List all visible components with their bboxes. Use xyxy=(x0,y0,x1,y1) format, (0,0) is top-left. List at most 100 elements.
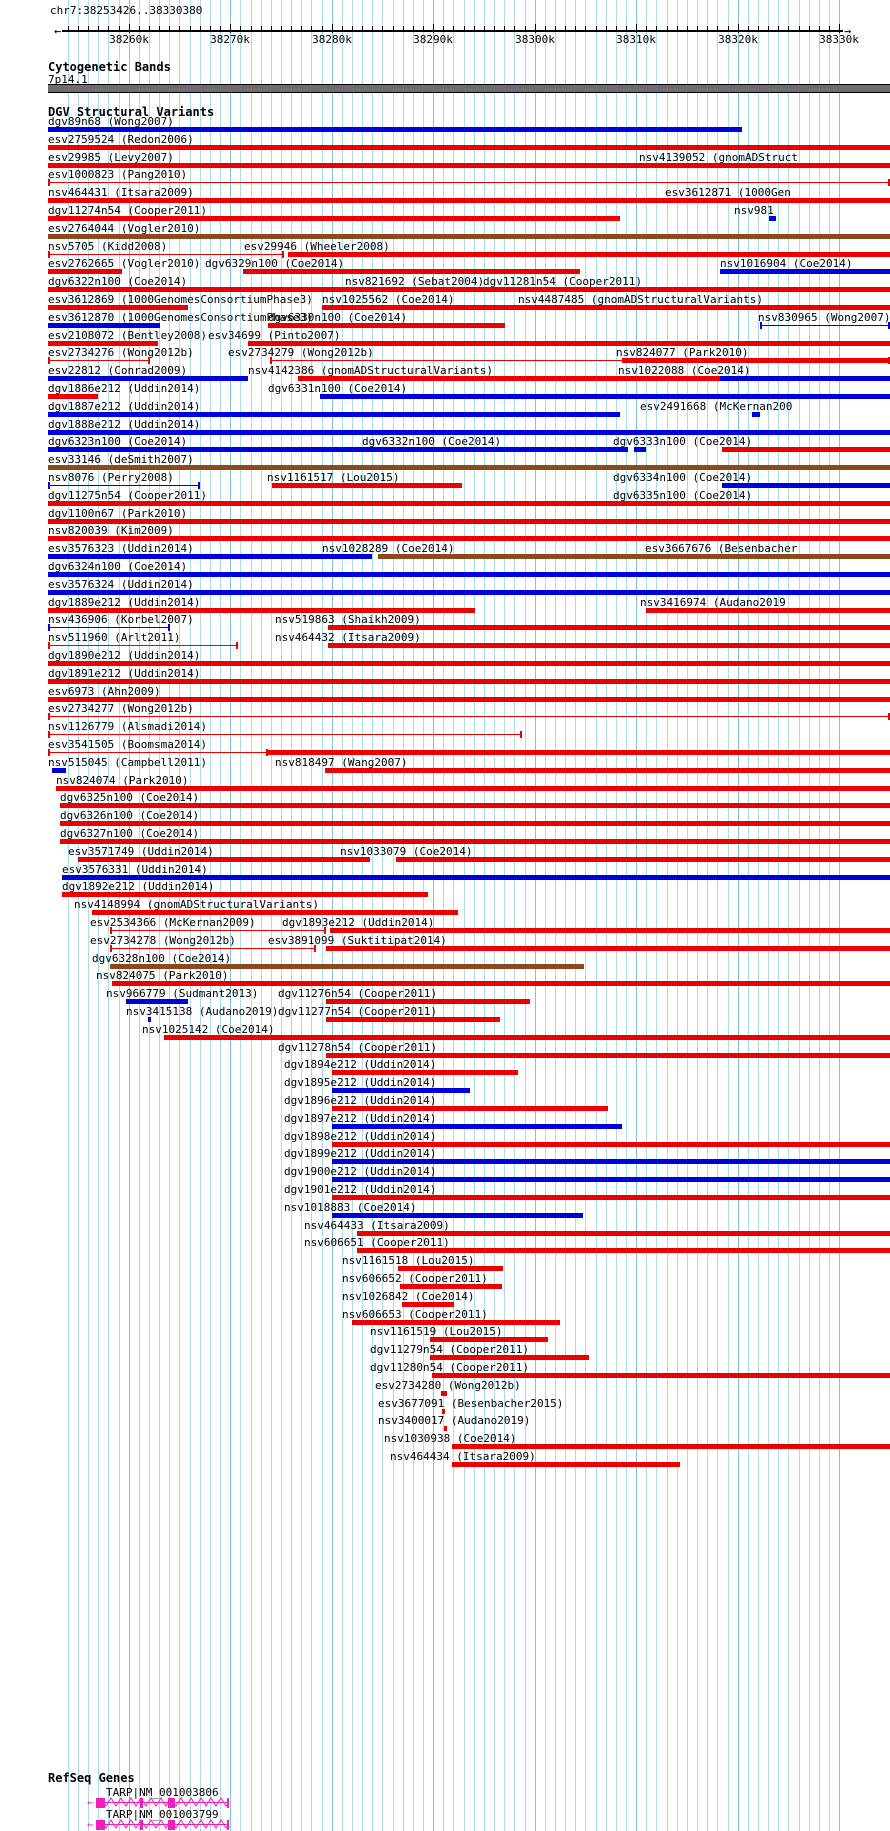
variant-bar[interactable] xyxy=(326,999,530,1004)
variant-bar[interactable] xyxy=(60,821,890,826)
variant-bar[interactable] xyxy=(268,323,505,328)
variant-bar[interactable] xyxy=(60,839,890,844)
variant-bar[interactable] xyxy=(326,1017,500,1022)
variant-bar[interactable] xyxy=(48,554,372,559)
variant-bar[interactable] xyxy=(272,483,462,488)
gene-exon[interactable] xyxy=(140,1820,143,1830)
variant-bar[interactable] xyxy=(48,679,890,684)
variant-bar[interactable] xyxy=(320,394,890,399)
variant-line[interactable] xyxy=(48,734,522,735)
variant-bar[interactable] xyxy=(112,981,890,986)
variant-bar[interactable] xyxy=(48,269,122,274)
variant-bar[interactable] xyxy=(48,323,160,328)
variant-bar[interactable] xyxy=(357,1248,890,1253)
variant-bar[interactable] xyxy=(48,447,628,452)
variant-bar[interactable] xyxy=(126,999,188,1004)
variant-bar[interactable] xyxy=(402,1302,454,1307)
variant-bar[interactable] xyxy=(62,892,428,897)
variant-bar[interactable] xyxy=(332,1124,622,1129)
variant-bar[interactable] xyxy=(332,1088,470,1093)
gene-exon[interactable] xyxy=(96,1820,105,1830)
variant-bar[interactable] xyxy=(769,216,776,221)
variant-bar[interactable] xyxy=(164,1035,890,1040)
variant-line[interactable] xyxy=(48,752,268,753)
variant-bar[interactable] xyxy=(720,269,890,274)
variant-bar[interactable] xyxy=(48,341,158,346)
variant-bar[interactable] xyxy=(48,519,890,524)
variant-bar[interactable] xyxy=(48,145,890,150)
variant-line[interactable] xyxy=(110,948,316,949)
gene-exon[interactable] xyxy=(96,1798,105,1808)
variant-bar[interactable] xyxy=(325,768,890,773)
variant-line[interactable] xyxy=(48,254,284,255)
variant-bar[interactable] xyxy=(398,1266,503,1271)
variant-bar[interactable] xyxy=(78,857,370,862)
variant-bar[interactable] xyxy=(444,1426,447,1431)
ruler-left-arrow[interactable]: ← xyxy=(54,24,62,38)
variant-line[interactable] xyxy=(48,627,170,628)
variant-bar[interactable] xyxy=(452,1462,680,1467)
variant-bar[interactable] xyxy=(48,305,188,310)
variant-bar[interactable] xyxy=(48,287,890,292)
genome-ruler[interactable]: chr7:38253426..38330380 ← → 38260k 38270k… xyxy=(0,0,890,48)
variant-bar[interactable] xyxy=(357,1231,890,1236)
variant-bar[interactable] xyxy=(48,697,890,702)
variant-bar[interactable] xyxy=(722,447,890,452)
variant-bar[interactable] xyxy=(722,483,890,488)
variant-line[interactable] xyxy=(48,645,238,646)
variant-bar[interactable] xyxy=(48,465,890,470)
variant-bar[interactable] xyxy=(400,1284,502,1289)
variant-bar[interactable] xyxy=(330,928,890,933)
variant-bar[interactable] xyxy=(518,305,520,310)
variant-bar[interactable] xyxy=(441,1391,447,1396)
variant-bar[interactable] xyxy=(352,1320,560,1325)
variant-bar[interactable] xyxy=(326,946,890,951)
variant-bar[interactable] xyxy=(328,643,890,648)
variant-line[interactable] xyxy=(48,485,200,486)
variant-bar[interactable] xyxy=(430,1355,589,1360)
variant-bar[interactable] xyxy=(48,590,890,595)
variant-bar[interactable] xyxy=(48,661,890,666)
variant-bar[interactable] xyxy=(48,198,662,203)
variant-bar[interactable] xyxy=(48,216,620,221)
variant-bar[interactable] xyxy=(148,1017,151,1022)
variant-bar[interactable] xyxy=(432,1373,890,1378)
variant-bar[interactable] xyxy=(483,287,772,292)
variant-bar[interactable] xyxy=(48,536,890,541)
variant-bar[interactable] xyxy=(332,1159,890,1164)
variant-bar[interactable] xyxy=(430,1337,548,1342)
variant-bar[interactable] xyxy=(110,964,584,969)
variant-bar[interactable] xyxy=(48,572,890,577)
variant-bar[interactable] xyxy=(378,554,890,559)
gene-exon[interactable] xyxy=(168,1820,175,1830)
variant-bar[interactable] xyxy=(48,163,747,168)
ruler-right-arrow[interactable]: → xyxy=(844,24,852,38)
variant-bar[interactable] xyxy=(48,234,890,239)
variant-bar[interactable] xyxy=(634,447,646,452)
variant-bar[interactable] xyxy=(268,750,890,755)
cytogenetic-band-bar[interactable] xyxy=(48,84,890,93)
variant-bar[interactable] xyxy=(332,1142,890,1147)
variant-bar[interactable] xyxy=(332,1177,890,1182)
variant-bar[interactable] xyxy=(332,1106,608,1111)
variant-bar[interactable] xyxy=(52,768,66,773)
gene-exon[interactable] xyxy=(140,1798,143,1808)
variant-bar[interactable] xyxy=(48,430,890,435)
variant-bar[interactable] xyxy=(622,358,890,363)
variant-bar[interactable] xyxy=(48,127,742,132)
variant-bar[interactable] xyxy=(48,394,98,399)
variant-line[interactable] xyxy=(760,325,890,326)
variant-bar[interactable] xyxy=(722,501,890,506)
variant-bar[interactable] xyxy=(332,1070,518,1075)
variant-bar[interactable] xyxy=(328,625,890,630)
variant-bar[interactable] xyxy=(243,269,580,274)
variant-bar[interactable] xyxy=(60,803,890,808)
variant-bar[interactable] xyxy=(646,608,890,613)
variant-bar[interactable] xyxy=(62,875,890,880)
variant-bar[interactable] xyxy=(332,1195,890,1200)
variant-bar[interactable] xyxy=(56,786,890,791)
variant-bar[interactable] xyxy=(322,305,890,310)
variant-line[interactable] xyxy=(110,930,326,931)
variant-bar[interactable] xyxy=(48,376,248,381)
variant-bar[interactable] xyxy=(332,1213,583,1218)
